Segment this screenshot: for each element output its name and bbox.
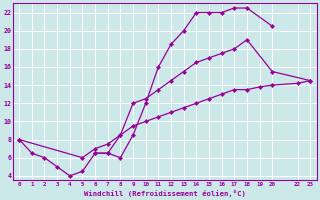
X-axis label: Windchill (Refroidissement éolien,°C): Windchill (Refroidissement éolien,°C) bbox=[84, 190, 246, 197]
